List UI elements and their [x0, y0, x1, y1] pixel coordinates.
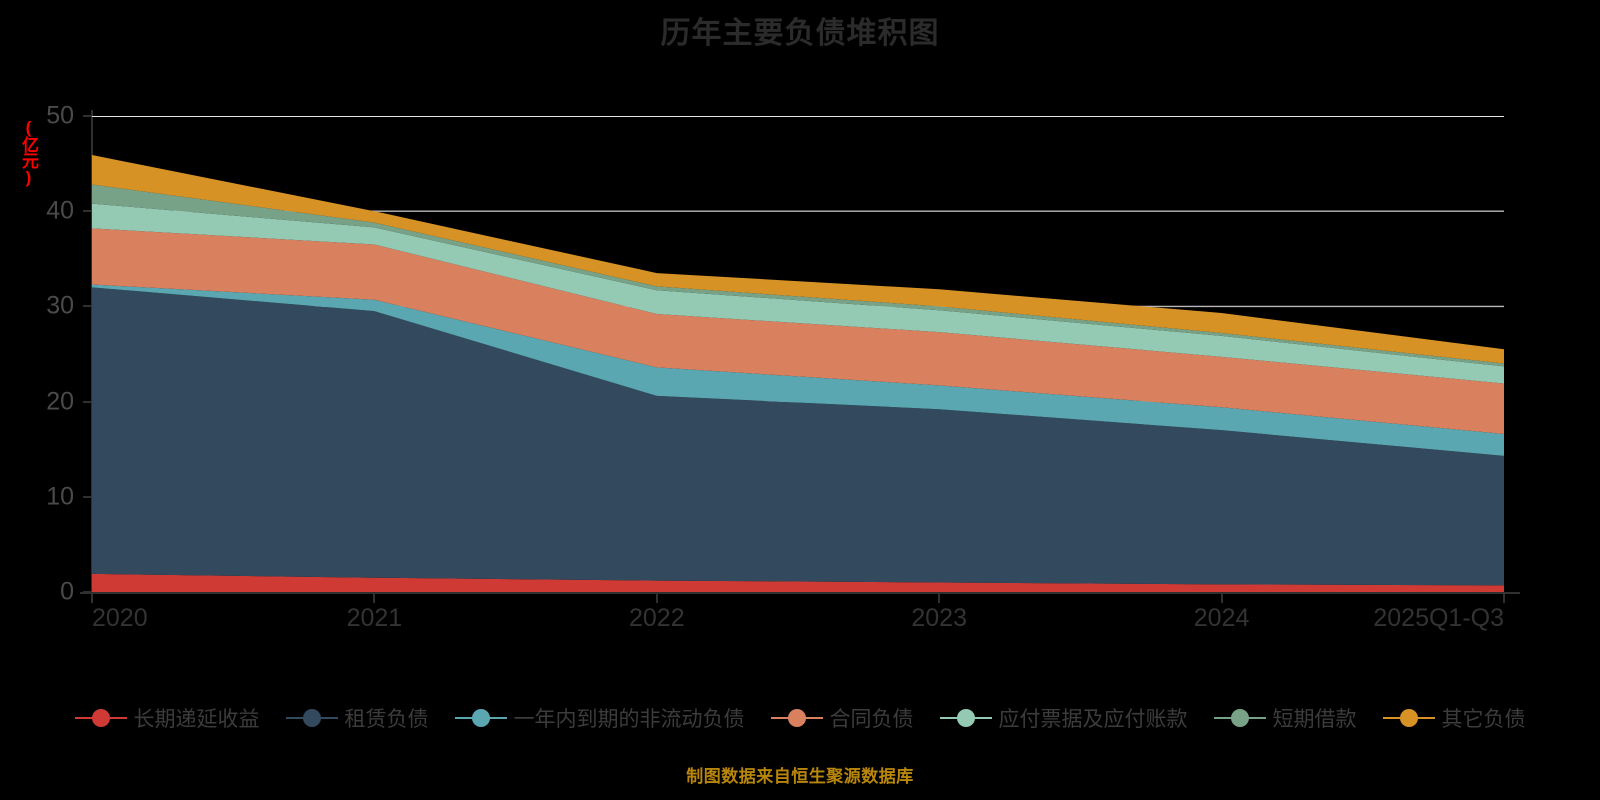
legend-item-label: 合同负债	[829, 708, 914, 731]
legend-marker-icon	[1213, 708, 1266, 728]
y-tick-mark	[83, 591, 92, 593]
legend-marker-icon	[1382, 708, 1435, 728]
x-tick-mark	[373, 594, 376, 603]
legend-item-label: 一年内到期的非流动负债	[513, 708, 745, 731]
legend-item-5[interactable]: 应付票据及应付账款	[939, 703, 1188, 733]
y-tick-label: 0	[60, 577, 74, 606]
area-series-7	[92, 155, 1504, 364]
legend-dot-icon	[302, 709, 321, 727]
y-tick-mark	[83, 400, 92, 403]
plot-area	[92, 116, 1504, 592]
page-title: 历年主要负债堆积图	[660, 17, 940, 50]
legend-item-label: 租赁负债	[344, 708, 429, 731]
legend-marker-icon	[454, 708, 507, 728]
x-tick-label: 2024	[1193, 604, 1250, 632]
legend-marker-icon	[74, 708, 127, 728]
x-tick-label: 2022	[628, 604, 685, 632]
legend-marker-icon	[770, 708, 823, 728]
chart-legend: 长期递延收益 租赁负债 一年内到期的非流动负债 合同负债 应付票据及应付账款 短期借款 其它…	[0, 698, 1600, 738]
y-tick-mark	[83, 210, 92, 213]
legend-dot-icon	[91, 709, 110, 727]
y-tick-label: 20	[46, 387, 74, 416]
y-axis-title: (亿元)	[19, 118, 38, 186]
x-tick-label: 2025Q1-Q3	[1373, 604, 1504, 632]
x-tick-mark	[91, 594, 93, 603]
legend-dot-icon	[787, 709, 806, 727]
x-tick-label: 2020	[92, 604, 148, 632]
x-tick-mark	[1503, 594, 1505, 603]
legend-item-4[interactable]: 合同负债	[770, 703, 914, 733]
x-tick-mark	[1220, 594, 1223, 603]
legend-marker-icon	[285, 708, 338, 728]
legend-dot-icon	[471, 709, 490, 727]
legend-item-1[interactable]: 长期递延收益	[74, 703, 260, 733]
area-series-4	[92, 228, 1504, 434]
legend-item-label: 长期递延收益	[133, 708, 260, 731]
y-tick-label: 50	[46, 101, 74, 130]
legend-item-7[interactable]: 其它负债	[1382, 703, 1526, 733]
legend-item-6[interactable]: 短期借款	[1213, 703, 1357, 733]
legend-item-2[interactable]: 租赁负债	[285, 703, 429, 733]
legend-marker-icon	[939, 708, 992, 728]
legend-dot-icon	[1399, 709, 1418, 727]
legend-item-label: 其它负债	[1441, 708, 1526, 731]
x-tick-mark	[938, 594, 941, 603]
x-tick-mark	[655, 594, 658, 603]
y-tick-label: 30	[46, 291, 74, 320]
legend-item-label: 短期借款	[1272, 708, 1357, 731]
y-tick-label: 10	[46, 482, 74, 511]
legend-item-3[interactable]: 一年内到期的非流动负债	[454, 703, 745, 733]
x-axis-line	[80, 592, 1520, 594]
legend-dot-icon	[956, 709, 975, 727]
footer-note: 制图数据来自恒生聚源数据库	[686, 767, 914, 786]
stacked-area-plot	[92, 116, 1504, 592]
x-tick-label: 2023	[911, 604, 967, 632]
y-tick-mark	[83, 305, 92, 308]
y-tick-mark	[83, 115, 92, 117]
y-tick-mark	[83, 495, 92, 498]
area-series-3	[92, 284, 1504, 456]
legend-dot-icon	[1230, 709, 1249, 727]
area-series-5	[92, 203, 1504, 384]
area-series-1	[92, 573, 1504, 592]
x-tick-label: 2021	[346, 604, 403, 632]
area-series-2	[92, 287, 1504, 586]
y-tick-label: 40	[46, 196, 74, 225]
legend-item-label: 应付票据及应付账款	[998, 708, 1188, 731]
